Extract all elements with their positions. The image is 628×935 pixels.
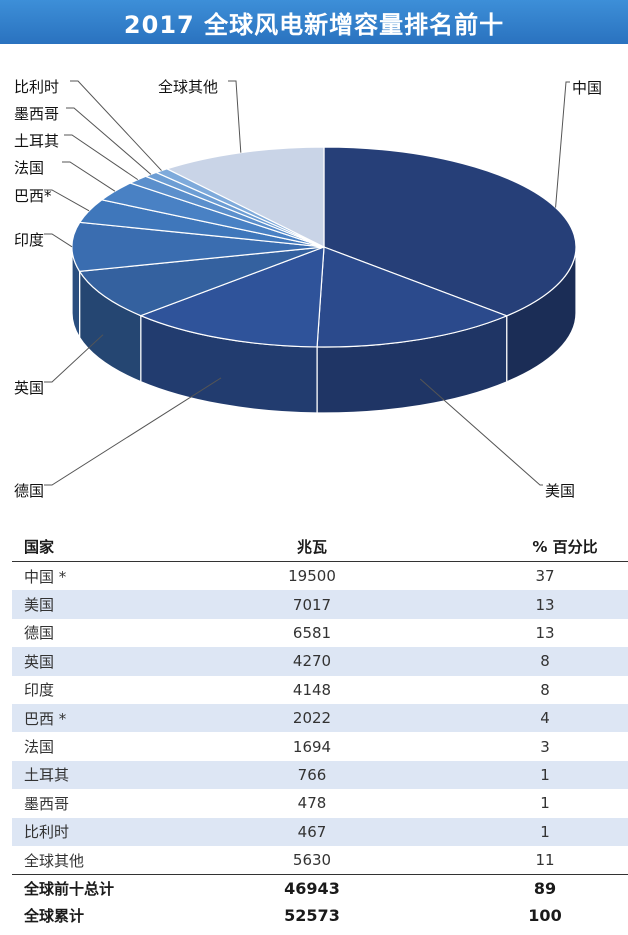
leader-line [64,134,139,181]
cell-country: 中国 * [24,567,67,586]
slice-label: 比利时 [14,78,59,96]
cell-country: 比利时 [24,823,70,842]
leader-line [555,81,570,208]
pie-top [71,146,577,348]
cell-pct: 8 [540,680,550,699]
pie-leaders [44,80,570,486]
table-row: 全球其他 5630 11 [12,846,628,874]
cell-country: 美国 [24,596,55,615]
slice-label: 印度 [14,231,44,249]
total-row-global: 全球累计 52573 100 [12,902,628,929]
leader-line [44,233,73,248]
table-row: 德国 6581 13 [12,619,628,647]
cell-country: 巴西 * [24,709,67,728]
cell-pct: 1 [540,765,550,784]
data-table: 国家 兆瓦 % 百分比 中国 * 19500 37 美国 7017 13 德国 6581 13 英… [12,531,628,929]
cell-country: 墨西哥 [24,794,70,813]
cell-mw: 1694 [292,737,332,756]
cell-pct: 1 [540,794,550,813]
cell-country: 土耳其 [24,766,70,785]
table-row: 印度 4148 8 [12,676,628,704]
total-label: 全球累计 [24,907,85,926]
slice-label: 中国 [572,79,602,97]
total-label: 全球前十总计 [24,880,115,899]
cell-country: 印度 [24,681,55,700]
cell-country: 英国 [24,652,55,671]
cell-mw: 7017 [292,595,332,614]
cell-mw: 19500 [288,567,336,586]
slice-label: 德国 [14,482,44,500]
table-row: 墨西哥 478 1 [12,789,628,817]
leader-line [419,378,543,486]
table-body: 中国 * 19500 37 美国 7017 13 德国 6581 13 英国 4270 8 印度 4148… [12,562,628,874]
leader-line [44,334,104,383]
cell-pct: 13 [535,595,555,614]
cell-pct: 4 [540,709,550,728]
table-row: 美国 7017 13 [12,590,628,619]
table-row: 中国 * 19500 37 [12,562,628,590]
cell-country: 法国 [24,738,55,757]
table-header: 国家 兆瓦 % 百分比 [12,531,628,562]
cell-pct: 37 [535,567,555,586]
pie-slice [323,146,577,317]
cell-pct: 3 [540,737,550,756]
total-mw: 52573 [284,906,340,926]
table-row: 英国 4270 8 [12,647,628,676]
leader-line [228,80,242,153]
slice-label: 法国 [14,159,44,177]
header-mw: 兆瓦 [296,537,327,556]
cell-pct: 11 [535,851,555,870]
cell-mw: 2022 [292,709,332,728]
cell-mw: 4270 [292,652,332,671]
slice-label: 墨西哥 [14,105,59,123]
cell-country: 全球其他 [24,851,85,870]
cell-mw: 478 [297,794,327,813]
cell-mw: 5630 [292,851,332,870]
total-mw: 46943 [284,879,340,899]
slice-label: 巴西* [14,187,52,205]
pie-slice [165,146,325,248]
pie-slice [78,246,325,317]
leader-line [66,107,152,175]
cell-pct: 8 [540,652,550,671]
table-row: 比利时 467 1 [12,817,628,846]
total-pct: 89 [533,879,557,899]
pie-slice [139,246,325,348]
slice-label: 土耳其 [14,132,59,150]
table-footer: 全球前十总计 46943 89 全球累计 52573 100 [12,874,628,929]
cell-country: 德国 [24,624,55,643]
cell-mw: 6581 [292,623,332,642]
pie-slice [316,246,509,348]
slice-label: 美国 [545,482,575,500]
cell-pct: 1 [540,822,550,841]
title-bar: 2017 全球风电新增容量排名前十 [0,0,628,44]
table-row: 土耳其 766 1 [12,760,628,790]
leader-line [70,80,162,171]
cell-pct: 13 [535,623,555,642]
table-row: 法国 1694 3 [12,732,628,760]
cell-mw: 766 [297,765,327,784]
cell-mw: 467 [297,822,327,841]
table-row: 巴西 * 2022 4 [12,703,628,733]
total-row-top10: 全球前十总计 46943 89 [12,875,628,902]
page-title: 2017 全球风电新增容量排名前十 [123,10,505,39]
cell-mw: 4148 [292,680,332,699]
leader-line [44,189,90,212]
header-country: 国家 [24,537,55,556]
slice-label: 全球其他 [158,78,218,96]
header-pct: % 百分比 [532,537,598,556]
leader-line [44,377,222,486]
slice-label: 英国 [14,379,44,397]
pie-depth [71,246,577,414]
total-pct: 100 [528,906,562,926]
leader-line [62,161,116,192]
